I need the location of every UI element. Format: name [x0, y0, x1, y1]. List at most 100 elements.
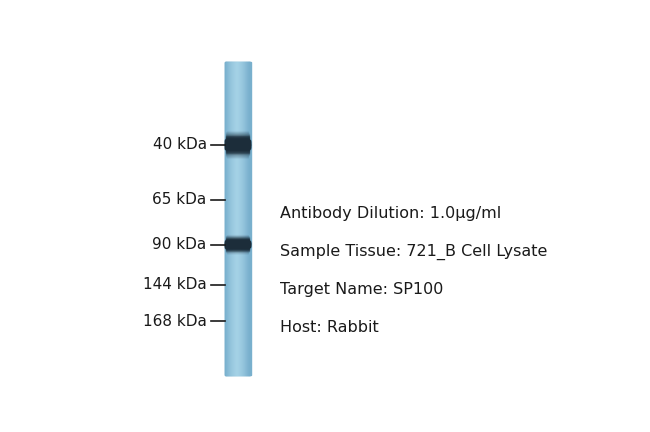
Bar — [238, 62, 239, 375]
Bar — [228, 62, 229, 375]
Bar — [226, 133, 248, 134]
Bar — [243, 62, 244, 375]
Bar — [233, 62, 234, 375]
Bar — [226, 147, 250, 149]
Bar — [226, 155, 248, 156]
Bar — [227, 62, 228, 375]
Bar — [227, 130, 248, 132]
Bar — [237, 62, 238, 375]
Bar — [226, 250, 249, 251]
Bar — [247, 62, 248, 375]
Bar — [226, 150, 249, 152]
Bar — [248, 62, 249, 375]
Text: Sample Tissue: 721_B Cell Lysate: Sample Tissue: 721_B Cell Lysate — [280, 243, 547, 260]
Bar — [226, 133, 248, 135]
Bar — [226, 247, 249, 248]
Bar — [240, 62, 241, 375]
Bar — [229, 62, 230, 375]
Bar — [245, 62, 246, 375]
Bar — [226, 139, 250, 140]
Bar — [232, 62, 233, 375]
Bar — [226, 150, 249, 151]
Bar — [226, 240, 250, 241]
Bar — [226, 155, 248, 156]
Bar — [243, 62, 244, 375]
Bar — [226, 137, 249, 139]
Bar — [226, 156, 248, 157]
Bar — [226, 146, 250, 148]
Bar — [226, 152, 249, 154]
Bar — [226, 62, 227, 375]
Bar — [226, 248, 249, 249]
Bar — [226, 140, 250, 141]
Bar — [226, 138, 249, 139]
Bar — [227, 156, 248, 158]
Bar — [226, 251, 248, 253]
Bar — [229, 62, 230, 375]
Bar — [226, 151, 249, 152]
Bar — [226, 246, 250, 247]
Bar — [225, 241, 250, 243]
Bar — [226, 235, 248, 237]
Bar — [244, 62, 245, 375]
Bar — [226, 149, 250, 150]
Bar — [225, 62, 226, 375]
Bar — [248, 62, 249, 375]
Bar — [240, 62, 241, 375]
Bar — [240, 62, 241, 375]
Bar — [227, 62, 228, 375]
Bar — [225, 142, 250, 144]
Bar — [226, 236, 248, 238]
Bar — [233, 62, 235, 375]
Bar — [226, 152, 249, 153]
Bar — [239, 62, 240, 375]
Bar — [230, 62, 231, 375]
Bar — [226, 148, 250, 149]
Bar — [227, 62, 228, 375]
Bar — [225, 142, 250, 143]
Bar — [226, 241, 250, 242]
Bar — [245, 62, 246, 375]
Bar — [225, 145, 250, 146]
Bar — [226, 151, 249, 152]
Bar — [235, 62, 236, 375]
Text: Target Name: SP100: Target Name: SP100 — [280, 282, 443, 297]
Bar — [225, 146, 250, 147]
Bar — [226, 251, 248, 252]
Bar — [225, 141, 250, 142]
Text: 65 kDa: 65 kDa — [153, 192, 207, 207]
Bar — [226, 238, 249, 239]
Bar — [236, 62, 237, 375]
Bar — [231, 62, 232, 375]
Bar — [226, 149, 249, 151]
Bar — [247, 62, 248, 375]
Bar — [226, 154, 248, 155]
Bar — [226, 238, 249, 240]
Bar — [226, 237, 249, 238]
Bar — [225, 243, 250, 245]
Bar — [226, 139, 250, 140]
Bar — [226, 136, 249, 137]
Bar — [226, 241, 250, 242]
Bar — [225, 244, 250, 245]
Bar — [235, 62, 236, 375]
Bar — [226, 235, 248, 237]
Text: 144 kDa: 144 kDa — [143, 277, 207, 292]
Bar — [226, 136, 249, 137]
Bar — [226, 237, 248, 238]
Bar — [225, 245, 250, 246]
Bar — [248, 62, 249, 375]
Bar — [235, 62, 236, 375]
Bar — [225, 244, 250, 245]
Bar — [231, 62, 233, 375]
Text: 168 kDa: 168 kDa — [143, 314, 207, 329]
Bar — [226, 248, 249, 249]
Bar — [237, 62, 238, 375]
Bar — [226, 250, 248, 251]
Bar — [226, 247, 250, 248]
Bar — [229, 62, 230, 375]
Bar — [227, 235, 248, 236]
Bar — [227, 253, 248, 254]
Bar — [225, 243, 250, 244]
Bar — [226, 62, 227, 375]
